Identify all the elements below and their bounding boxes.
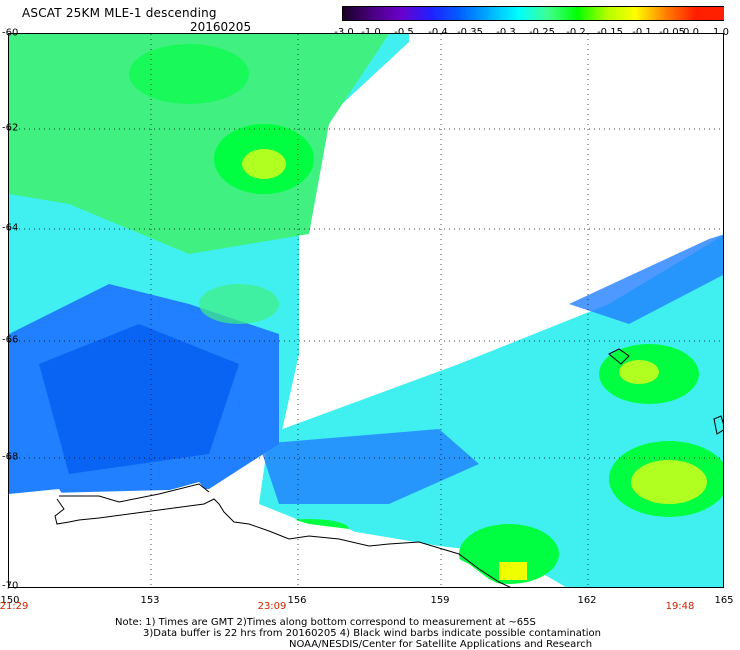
colorbar-segment bbox=[343, 7, 374, 20]
longitude-label: 159 bbox=[430, 595, 450, 606]
pass-time-label: 21:29 bbox=[0, 601, 29, 612]
colorbar-tick-label: -0.4 bbox=[428, 27, 448, 38]
colorbar-segment bbox=[635, 7, 666, 20]
latitude-label: -62 bbox=[2, 122, 19, 134]
colorbar-segment bbox=[664, 7, 695, 20]
blue-area-south bbox=[259, 429, 479, 504]
colorbar-segment bbox=[693, 7, 724, 20]
yellow-patch-south bbox=[499, 562, 527, 580]
pass-time-label: 19:48 bbox=[665, 601, 695, 612]
blue-strip-east bbox=[569, 234, 723, 324]
colorbar-tick-label: -1.0 bbox=[361, 27, 381, 38]
colorbar-tick-label: -0.05 bbox=[659, 27, 685, 38]
blue-core bbox=[39, 324, 239, 474]
lime-core-north bbox=[242, 149, 286, 179]
colorbar-tick-label: -0.5 bbox=[394, 27, 414, 38]
longitude-label: 156 bbox=[287, 595, 307, 606]
colorbar-tick-label: -0.2 bbox=[566, 27, 586, 38]
note-line-1: Note: 1) Times are GMT 2)Times along bot… bbox=[115, 617, 536, 628]
colorbar-tick-label: 0.0 bbox=[683, 27, 699, 38]
colorbar-segment bbox=[576, 7, 608, 20]
note-line-2: 3)Data buffer is 22 hrs from 20160205 4)… bbox=[143, 628, 601, 639]
lime-core-east bbox=[619, 360, 659, 384]
colorbar-segment bbox=[518, 7, 549, 20]
green-patch-mid bbox=[199, 284, 279, 324]
longitude-label: 165 bbox=[714, 595, 734, 606]
latitude-label: -68 bbox=[2, 451, 19, 463]
antarctic-land bbox=[9, 482, 505, 587]
longitude-label: 150 bbox=[0, 595, 20, 606]
colorbar-tick-label: -0.1 bbox=[632, 27, 652, 38]
map-date: 20160205 bbox=[190, 20, 252, 34]
colorbar-segment bbox=[606, 7, 637, 20]
colorbar-tick-label: -0.35 bbox=[457, 27, 483, 38]
scatterometer-map[interactable] bbox=[8, 33, 724, 588]
latitude-label: -60 bbox=[2, 27, 19, 39]
latitude-label: -64 bbox=[2, 222, 19, 234]
map-title: ASCAT 25KM MLE-1 descending bbox=[22, 6, 217, 20]
colorbar-tick-label: -0.25 bbox=[529, 27, 555, 38]
coastline-north bbox=[59, 483, 210, 503]
green-patch-top bbox=[129, 44, 249, 104]
colorbar-tick-label: 1.0 bbox=[713, 27, 729, 38]
island-1 bbox=[608, 348, 630, 365]
coastline bbox=[54, 498, 511, 587]
colorbar-segment bbox=[430, 7, 461, 20]
map-canvas bbox=[9, 34, 723, 587]
pass-time-label: 23:09 bbox=[257, 601, 287, 612]
colorbar-segment bbox=[372, 7, 403, 20]
latitude-label: -70 bbox=[2, 580, 19, 592]
colorbar-tick-label: -0.3 bbox=[496, 27, 516, 38]
longitude-label: 153 bbox=[140, 595, 160, 606]
lime-core-southeast bbox=[631, 460, 707, 504]
colorbar bbox=[342, 6, 724, 21]
green-core-south bbox=[459, 524, 559, 584]
colorbar-tick-label: -3.0 bbox=[334, 27, 354, 38]
colorbar-segment bbox=[459, 7, 491, 20]
island-2 bbox=[713, 415, 723, 435]
colorbar-segment bbox=[489, 7, 520, 20]
colorbar-tick-label: -0.15 bbox=[597, 27, 623, 38]
latitude-label: -66 bbox=[2, 334, 19, 346]
green-area-north bbox=[9, 34, 389, 254]
note-line-3: NOAA/NESDIS/Center for Satellite Applica… bbox=[289, 639, 593, 650]
longitude-label: 162 bbox=[577, 595, 597, 606]
colorbar-segment bbox=[547, 7, 578, 20]
colorbar-segment bbox=[401, 7, 432, 20]
